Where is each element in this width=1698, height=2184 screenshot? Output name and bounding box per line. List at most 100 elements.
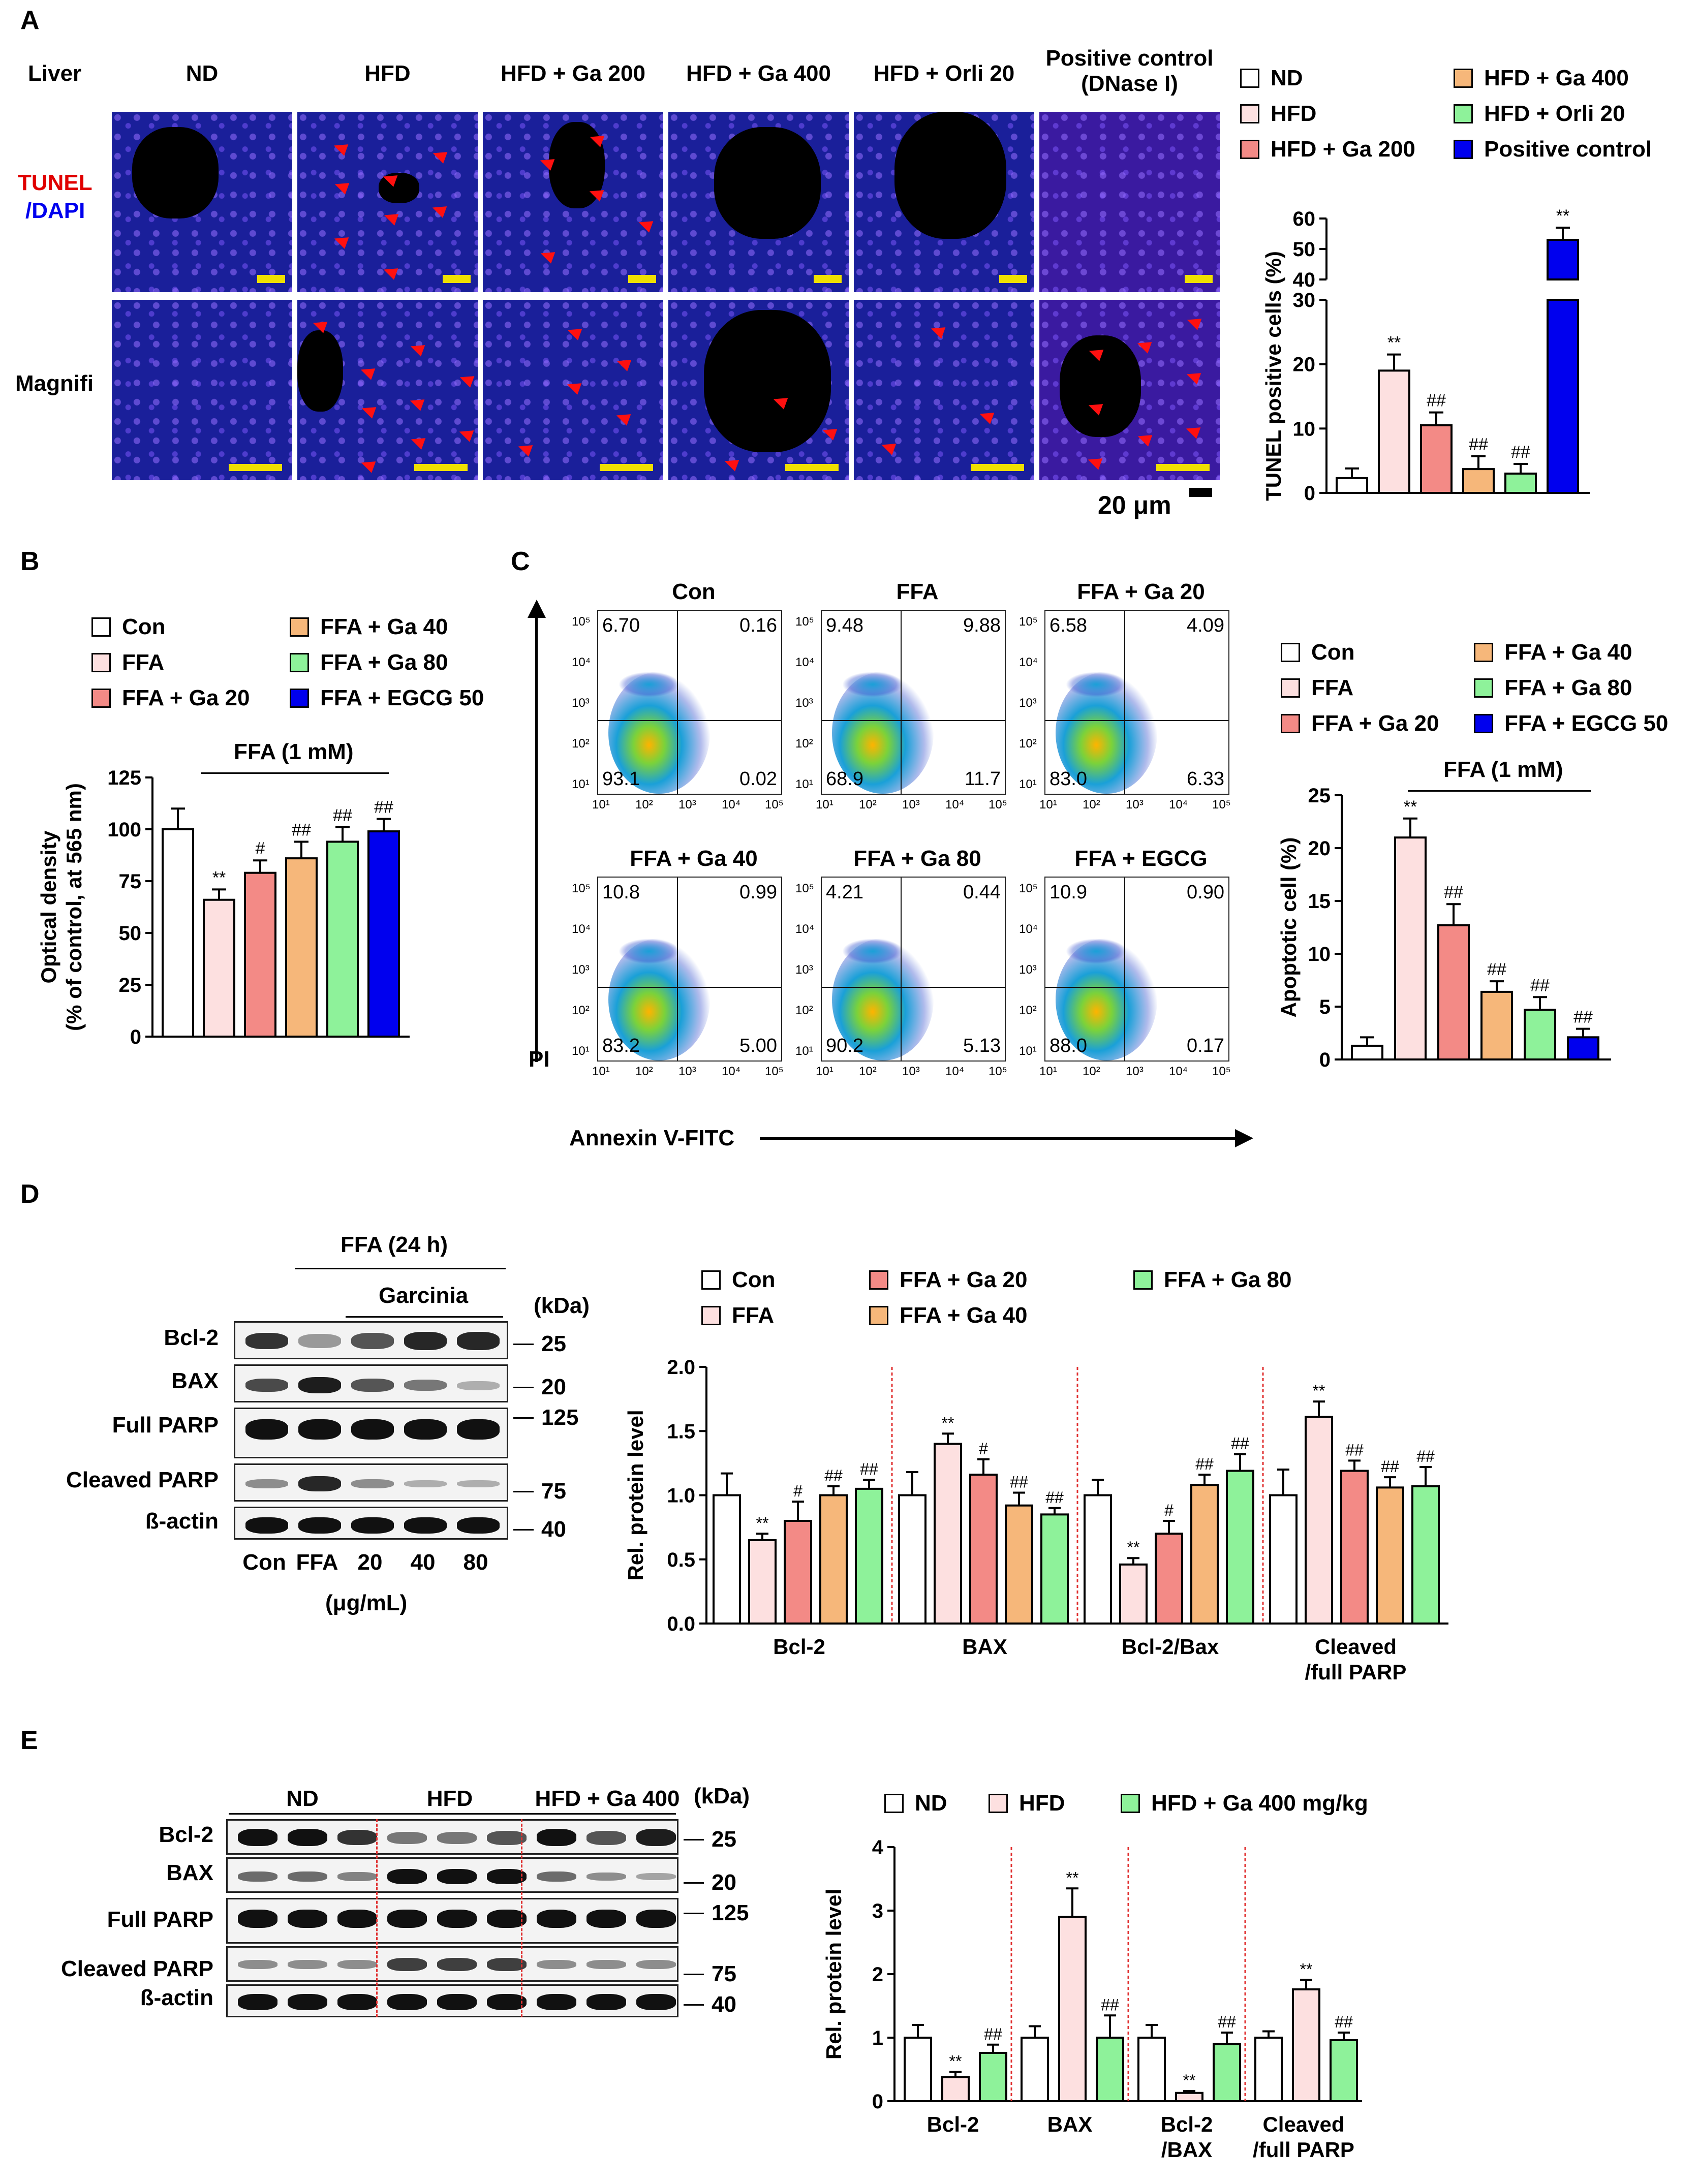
chart-e-significance-mark: ** xyxy=(1300,1960,1313,1978)
quadrant-value: 0.99 xyxy=(739,882,777,903)
panel-c-legend-label: FFA + Ga 40 xyxy=(1504,640,1632,665)
quadrant-line-h xyxy=(598,720,781,721)
chart-d-significance-mark: ## xyxy=(1195,1455,1214,1473)
blot-e-group-divider xyxy=(376,1819,378,2017)
quadrant-value: 83.2 xyxy=(602,1035,640,1056)
chart-d-bar xyxy=(1190,1484,1219,1625)
y-decade-label: 10¹ xyxy=(1019,1044,1037,1058)
scale-bar xyxy=(1185,275,1213,283)
panel-d-legend-swatch xyxy=(701,1306,721,1325)
chart-b-bar xyxy=(244,871,276,1038)
tissue-texture xyxy=(1039,112,1220,292)
chart-c-significance-mark: ## xyxy=(1487,960,1506,979)
x-decade-label: 10³ xyxy=(678,798,696,812)
blot-d-marker-label: 125 xyxy=(541,1405,579,1430)
blot-d-band xyxy=(404,1332,447,1350)
y-decade-label: 10³ xyxy=(572,963,590,977)
blot-e-band xyxy=(487,1869,527,1884)
y-decade-label: 10⁴ xyxy=(795,656,815,669)
blot-e-blot-strip xyxy=(226,1819,678,1855)
x-decade-label: 10⁴ xyxy=(945,798,965,812)
flow-plot-title: FFA + Ga 40 xyxy=(630,846,758,871)
column-header: HFD + Ga 200 xyxy=(501,61,645,86)
quadrant-line-v xyxy=(901,611,902,794)
chart-d-bar xyxy=(784,1520,812,1625)
panel-a-legend-label: Positive control xyxy=(1484,137,1652,162)
chart-e-bar xyxy=(1021,2037,1049,2102)
panel-d-legend-label: Con xyxy=(732,1267,776,1292)
panel-b-legend-label: FFA xyxy=(122,650,165,675)
tunel-magnified-image xyxy=(483,300,663,480)
group-label: HFD + Ga 400 xyxy=(535,1786,680,1811)
tunel-image xyxy=(297,112,478,292)
column-header: HFD + Orli 20 xyxy=(873,61,1015,86)
blot-d-band xyxy=(351,1419,394,1440)
chart-d-bar xyxy=(1376,1486,1404,1625)
blot-e-band xyxy=(437,1832,477,1844)
right-arrow-icon xyxy=(1235,1129,1253,1147)
quadrant-value: 6.33 xyxy=(1187,768,1224,790)
chart-e-y-tick-label: 1 xyxy=(872,2027,883,2049)
scale-bar xyxy=(600,464,653,471)
quadrant-value: 0.44 xyxy=(963,882,1001,903)
blot-e-band xyxy=(288,1910,327,1928)
tunel-magnified-image xyxy=(297,300,478,480)
flow-plot: 10.8 0.99 83.2 5.00 xyxy=(597,877,782,1062)
chart-b-significance-mark: ** xyxy=(212,868,226,887)
blot-e-band xyxy=(636,1873,676,1880)
chart-a-y-axis-label: TUNEL positive cells (%) xyxy=(1261,251,1285,501)
panel-a-legend-label: HFD + Orli 20 xyxy=(1484,101,1625,126)
blot-d-band xyxy=(245,1517,288,1534)
x-decade-label: 10² xyxy=(1083,1065,1100,1078)
cell-population-cloud xyxy=(619,672,680,697)
tunel-image xyxy=(854,112,1034,292)
chart-d-bar xyxy=(1155,1533,1183,1625)
chart-e-bar xyxy=(941,2076,970,2102)
chart-e-category-label: Cleaved xyxy=(1262,2112,1344,2136)
chart-d-y-tick-label: 2.0 xyxy=(667,1356,695,1379)
vessel-lumen xyxy=(379,173,419,203)
chart-e-bar xyxy=(904,2037,932,2102)
chart-a-significance-mark: ## xyxy=(1511,443,1530,462)
panel-d-legend-label: FFA + Ga 20 xyxy=(900,1267,1028,1292)
blot-e-blot-strip xyxy=(226,1984,678,2017)
blot-d-blot-strip xyxy=(234,1463,508,1502)
chart-b-bar xyxy=(162,828,194,1038)
blot-e-band xyxy=(337,1830,377,1845)
y-decade-label: 10¹ xyxy=(795,777,813,791)
blot-e-blot-strip xyxy=(226,1898,678,1944)
blot-e-band xyxy=(387,1832,427,1844)
group-bracket-line xyxy=(229,1813,676,1815)
tunel-image xyxy=(668,112,849,292)
chart-d-y-tick-label: 0.5 xyxy=(667,1549,695,1571)
y-decade-label: 10⁴ xyxy=(1019,656,1038,669)
y-decade-label: 10² xyxy=(1019,737,1037,751)
x-decade-label: 10⁵ xyxy=(989,798,1007,812)
x-decade-label: 10¹ xyxy=(1039,798,1057,812)
panel-d-legend-swatch xyxy=(1133,1270,1153,1290)
x-decade-label: 10⁵ xyxy=(765,798,784,812)
row-label-magnifi: Magnifi xyxy=(15,371,94,396)
chart-c-y-tick-label: 15 xyxy=(1308,890,1331,913)
blot-d-band xyxy=(298,1334,341,1348)
blot-e-band xyxy=(586,1994,626,2010)
x-decade-label: 10² xyxy=(859,798,877,812)
blot-e-row-label: ß-actin xyxy=(140,1985,213,2010)
panel-b-legend-label: FFA + EGCG 50 xyxy=(320,685,484,710)
x-decade-label: 10³ xyxy=(902,1065,920,1078)
panel-b-letter: B xyxy=(20,547,40,576)
panel-e-legend-swatch xyxy=(884,1794,904,1813)
scale-bar xyxy=(229,464,282,471)
kda-label-e: (kDa) xyxy=(694,1784,750,1808)
tunel-image xyxy=(112,112,292,292)
chart-c-significance-mark: ** xyxy=(1404,797,1417,817)
y-decade-label: 10⁴ xyxy=(795,922,815,936)
chart-d-y-tick-label: 1.0 xyxy=(667,1485,695,1507)
y-decade-label: 10¹ xyxy=(572,777,590,791)
chart-b-y-tick-label: 100 xyxy=(107,819,141,841)
panel-d-legend-swatch xyxy=(869,1270,888,1290)
group-label: HFD xyxy=(426,1786,473,1811)
panel-e-legend-swatch xyxy=(1121,1794,1140,1813)
chart-e-y-axis-label: Rel. protein level xyxy=(822,1889,846,2060)
